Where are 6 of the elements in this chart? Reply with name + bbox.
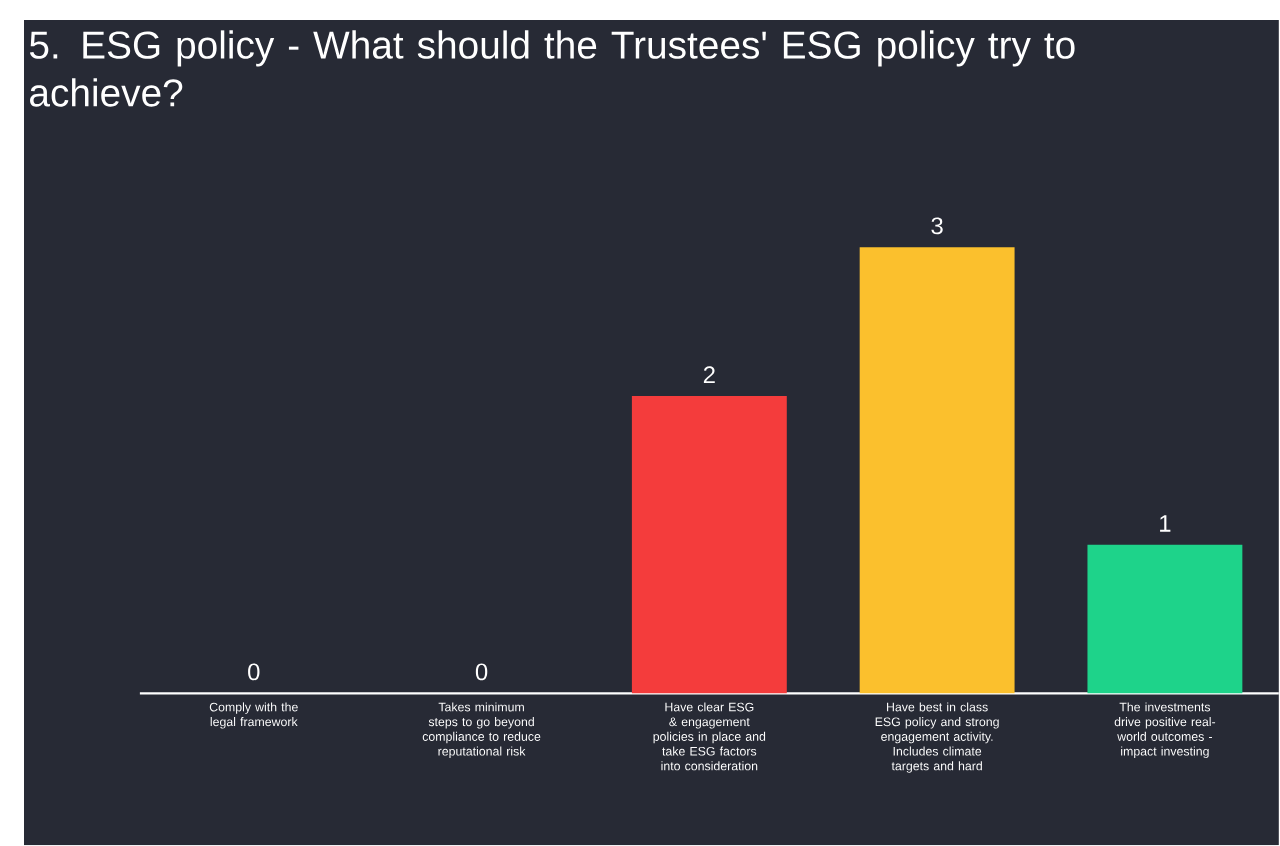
data-label: 0: [248, 663, 260, 681]
data-label: 3: [931, 217, 943, 235]
data-label: 0: [475, 663, 488, 681]
chart-title: 5. ESG policy - What should the Trustees' ESG policy try to achieve?: [29, 30, 1075, 108]
data-label: 1: [1160, 515, 1171, 533]
data-label: 2: [703, 366, 715, 384]
